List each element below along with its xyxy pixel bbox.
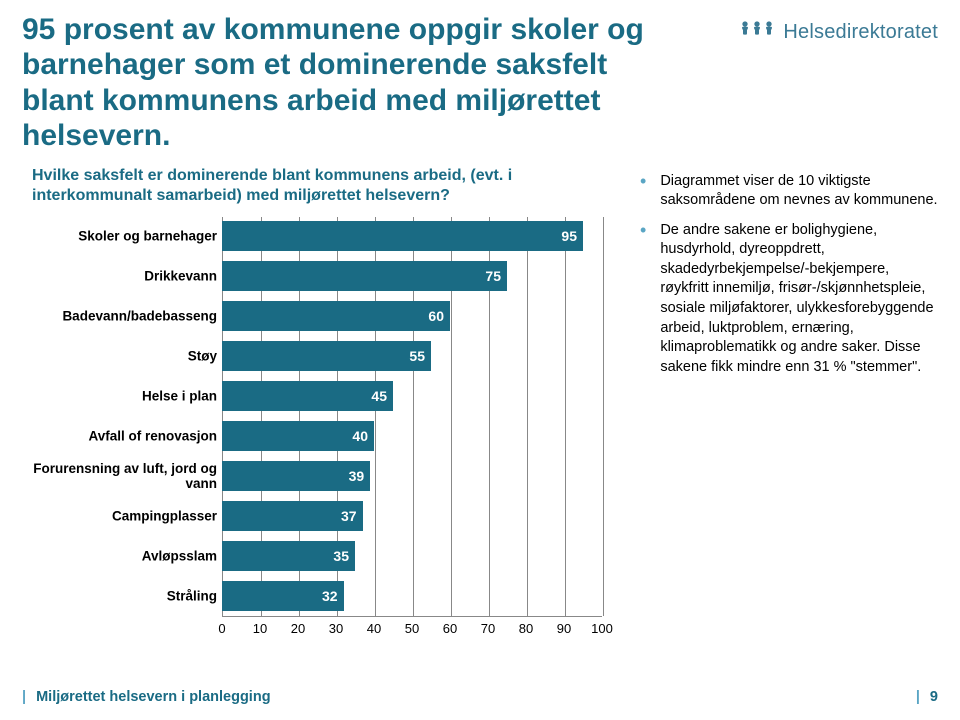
category-label: Stråling	[22, 589, 217, 604]
category-label: Drikkevann	[22, 269, 217, 284]
category-label: Støy	[22, 349, 217, 364]
category-label: Helse i plan	[22, 389, 217, 404]
grid-line	[603, 217, 604, 616]
bar-value-label: 39	[349, 468, 365, 484]
bullet-text: Diagrammet viser de 10 viktigste saksomr…	[660, 172, 938, 211]
bullet-text: De andre sakene er bolighygiene, husdyrh…	[660, 221, 938, 378]
content-row: Hvilke saksfelt er dominerende blant kom…	[22, 166, 938, 658]
footer-separator-icon: |	[22, 689, 26, 705]
bar: 55	[222, 341, 431, 371]
x-tick-label: 80	[519, 621, 533, 636]
bar-value-label: 75	[485, 268, 501, 284]
bar-value-label: 35	[333, 548, 349, 564]
x-tick-label: 100	[591, 621, 613, 636]
footer-left: | Miljørettet helsevern i planlegging	[22, 689, 271, 705]
bar-chart: 0 10 20 30 40 50 60 70 80 90 100 Skoler og barnehag…	[22, 217, 622, 657]
x-tick-label: 70	[481, 621, 495, 636]
x-tick-label: 20	[291, 621, 305, 636]
grid-line	[527, 217, 528, 616]
logo-text: Helsedirektoratet	[783, 21, 938, 44]
bar: 95	[222, 221, 583, 251]
x-tick-label: 40	[367, 621, 381, 636]
x-tick-label: 90	[557, 621, 571, 636]
brand-logo: Helsedirektoratet	[737, 18, 938, 46]
bar-value-label: 37	[341, 508, 357, 524]
category-label: Campingplasser	[22, 509, 217, 524]
bar: 60	[222, 301, 450, 331]
logo-figure-icon	[737, 18, 777, 46]
x-tick-label: 30	[329, 621, 343, 636]
bar: 40	[222, 421, 374, 451]
bar: 35	[222, 541, 355, 571]
bar: 32	[222, 581, 344, 611]
bar-value-label: 55	[409, 348, 425, 364]
bullet-item: • Diagrammet viser de 10 viktigste saksom…	[640, 172, 938, 211]
bar: 45	[222, 381, 393, 411]
category-label: Forurensning av luft, jord og vann	[22, 461, 217, 491]
bar-value-label: 32	[322, 588, 338, 604]
bullet-list: • Diagrammet viser de 10 viktigste saksom…	[640, 172, 938, 378]
chart-subtitle: Hvilke saksfelt er dominerende blant kom…	[22, 166, 622, 208]
category-label: Skoler og barnehager	[22, 229, 217, 244]
page-number: 9	[930, 689, 938, 705]
slide: Helsedirektoratet 95 prosent av kommunen…	[0, 0, 960, 720]
bullet-dot-icon: •	[640, 221, 646, 378]
category-label: Avfall of renovasjon	[22, 429, 217, 444]
x-tick-label: 60	[443, 621, 457, 636]
slide-title: 95 prosent av kommunene oppgir skoler og…	[22, 12, 662, 154]
bar: 39	[222, 461, 370, 491]
category-label: Avløpsslam	[22, 549, 217, 564]
notes-column: • Diagrammet viser de 10 viktigste saksom…	[640, 166, 938, 658]
bar-value-label: 95	[561, 228, 577, 244]
x-tick-label: 50	[405, 621, 419, 636]
bar: 75	[222, 261, 507, 291]
grid-line	[565, 217, 566, 616]
bar-value-label: 40	[352, 428, 368, 444]
category-label: Badevann/badebasseng	[22, 309, 217, 324]
bar: 37	[222, 501, 363, 531]
footer-separator-icon: |	[916, 689, 920, 705]
x-tick-label: 0	[218, 621, 225, 636]
x-tick-label: 10	[253, 621, 267, 636]
footer-right: | 9	[916, 689, 938, 705]
bar-value-label: 60	[428, 308, 444, 324]
bullet-dot-icon: •	[640, 172, 646, 211]
bullet-item: •De andre sakene er bolighygiene, husdyr…	[640, 221, 938, 378]
footer-left-text: Miljørettet helsevern i planlegging	[36, 689, 270, 705]
bar-value-label: 45	[371, 388, 387, 404]
chart-column: Hvilke saksfelt er dominerende blant kom…	[22, 166, 622, 658]
slide-footer: | Miljørettet helsevern i planlegging | …	[0, 684, 960, 710]
